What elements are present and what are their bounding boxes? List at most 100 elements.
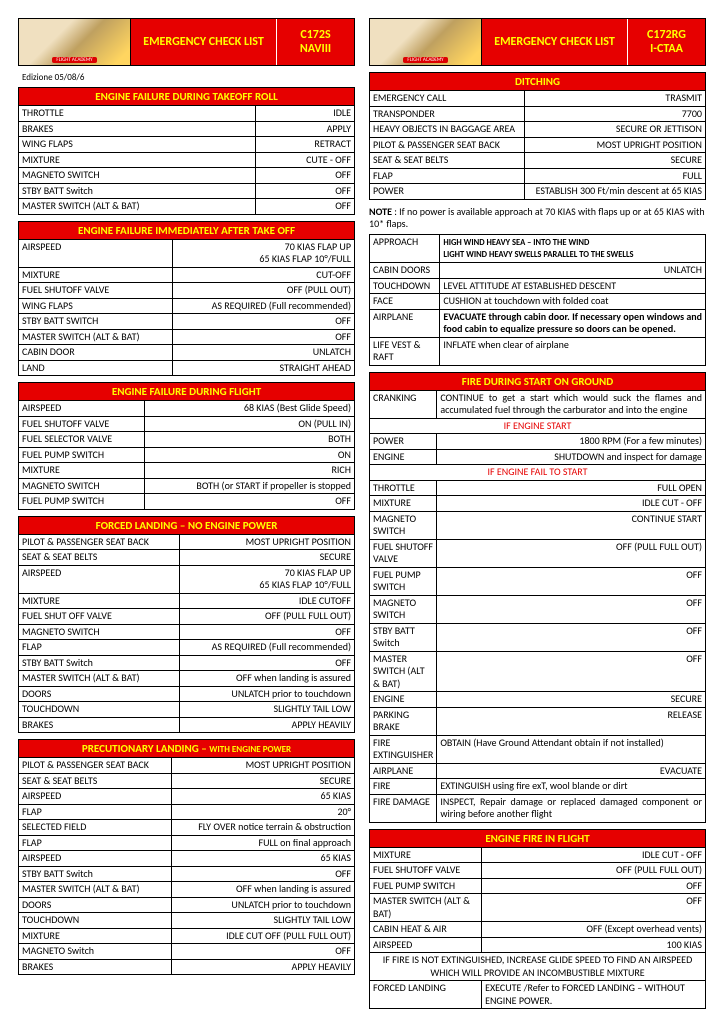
checklist-item-value: SHUTDOWN and inspect for damage (437, 449, 706, 465)
checklist-s5: PILOT & PASSENGER SEAT BACKMOST UPRIGHT … (18, 757, 355, 975)
checklist-item-label: FUEL PUMP SWITCH (19, 494, 145, 510)
checklist-item-label: DOORS (19, 897, 172, 913)
header-title: EMERGENCY CHECK LIST (131, 19, 276, 65)
checklist-s4: PILOT & PASSENGER SEAT BACKMOST UPRIGHT … (18, 534, 355, 734)
checklist-note: IF FIRE IS NOT EXTINGUISHED, INCREASE GL… (370, 953, 706, 981)
checklist-item-value: AS REQUIRED (Full recommended) (179, 640, 354, 656)
checklist-item-label: SELECTED FIELD (19, 820, 172, 836)
checklist-item-label: AIRSPEED (19, 401, 145, 417)
checklist-item-value: FULL OPEN (437, 480, 706, 496)
checklist-item-value: EXECUTE /Refer to FORCED LANDING – WITHO… (482, 981, 706, 1009)
checklist-item-value: MOST UPRIGHT POSITION (179, 534, 354, 550)
checklist-item-value: OFF (179, 624, 354, 640)
checklist-item-value: 20° (172, 804, 355, 820)
checklist-item-label: FUEL SHUTOFF VALVE (370, 863, 482, 879)
header-left: EMERGENCY CHECK LIST C172SNAVIII (18, 18, 355, 66)
checklist-item-value: MOST UPRIGHT POSITION (525, 137, 706, 153)
checklist-item-label: MASTER SWITCH (ALT & BAT) (370, 651, 437, 692)
checklist-item-value: OFF (482, 878, 706, 894)
checklist-item-value: UNLATCH (173, 345, 355, 361)
header-model-r: C172RGI-CTAA (627, 19, 705, 65)
checklist-item-value: 100 KIAS (482, 937, 706, 953)
checklist-item-value: TRASMIT (525, 91, 706, 107)
checklist-item-label: PILOT & PASSENGER SEAT BACK (19, 758, 172, 774)
checklist-item-value: HIGH WIND HEAVY SEA – INTO THE WINDLIGHT… (440, 234, 706, 263)
checklist-item-value: IDLE CUT - OFF (482, 847, 706, 863)
checklist-item-label: FIRE DAMAGE (370, 794, 437, 822)
checklist-item-value: OFF (179, 655, 354, 671)
checklist-item-label: STBY BATT Switch (19, 183, 256, 199)
section-s3-title: ENGINE FAILURE DURING FLIGHT (18, 382, 355, 400)
checklist-item-label: ENGINE (370, 449, 437, 465)
checklist-item-value: INFLATE when clear of airplane (440, 337, 706, 365)
header-right: EMERGENCY CHECK LIST C172RGI-CTAA (369, 18, 706, 66)
checklist-item-value: OFF (PULL OUT) (173, 283, 355, 299)
checklist-item-value: RELEASE (437, 707, 706, 735)
checklist-item-label: MASTER SWITCH (ALT & BAT) (19, 671, 180, 687)
checklist-item-label: MIXTURE (19, 463, 145, 479)
checklist-item-value: CUTE - OFF (256, 152, 355, 168)
checklist-item-value: 1800 RPM (For a few minutes) (437, 434, 706, 450)
checklist-item-value: OFF (PULL FULL OUT) (437, 539, 706, 567)
checklist-item-label: STBY BATT Switch (19, 655, 180, 671)
checklist-item-label: PILOT & PASSENGER SEAT BACK (19, 534, 180, 550)
checklist-item-value: FULL on final approach (172, 835, 355, 851)
checklist-item-value: APPLY (256, 121, 355, 137)
checklist-s1: THROTTLEIDLEBRAKESAPPLYWING FLAPSRETRACT… (18, 105, 355, 215)
checklist-item-label: FUEL PUMP SWITCH (370, 567, 437, 595)
checklist-item-label: MASTER SWITCH (ALT & BAT) (19, 199, 256, 215)
section-s2-title: ENGINE FAILURE IMMEDIATELY AFTER TAKE OF… (18, 221, 355, 239)
checklist-item-value: OFF (145, 494, 355, 510)
checklist-item-label: EMERGENCY CALL (370, 91, 525, 107)
checklist-item-label: AIRSPEED (19, 851, 172, 867)
checklist-item-value: MOST UPRIGHT POSITION (172, 758, 355, 774)
checklist-item-label: HEAVY OBJECTS IN BAGGAGE AREA (370, 122, 525, 138)
checklist-item-value: CUSHION at touchdown with folded coat (440, 294, 706, 310)
checklist-item-label: TOUCHDOWN (19, 913, 172, 929)
checklist-item-value: RETRACT (256, 137, 355, 153)
checklist-item-value: OFF (482, 894, 706, 922)
checklist-fire-ground: CRANKINGCONTINUE to get a start which wo… (369, 390, 706, 823)
checklist-item-label: SEAT & SEAT BELTS (370, 153, 525, 169)
checklist-item-value: 7700 (525, 106, 706, 122)
checklist-s2: AIRSPEED70 KIAS FLAP UP65 KIAS FLAP 10°/… (18, 239, 355, 377)
checklist-item-value: EVACUATE through cabin door. If necessar… (440, 309, 706, 337)
checklist-item-value: CUT-OFF (173, 267, 355, 283)
checklist-item-value: OFF (256, 168, 355, 184)
checklist-item-value: STRAIGHT AHEAD (173, 360, 355, 376)
checklist-item-label: TOUCHDOWN (370, 278, 440, 294)
checklist-item-value: SECURE OR JETTISON (525, 122, 706, 138)
checklist-item-label: FLAP (19, 640, 180, 656)
checklist-item-label: SEAT & SEAT BELTS (19, 550, 180, 566)
checklist-item-label: MIXTURE (370, 496, 437, 512)
checklist-item-label: POWER (370, 184, 525, 200)
checklist-item-value: OFF (PULL FULL OUT) (179, 609, 354, 625)
checklist-item-value: OFF (437, 595, 706, 623)
checklist-item-label: MAGNETO SWITCH (19, 624, 180, 640)
checklist-item-label: STBY BATT Switch (19, 866, 172, 882)
checklist-item-label: FACE (370, 294, 440, 310)
logo-icon (370, 19, 482, 65)
checklist-item-value: OFF (256, 183, 355, 199)
checklist-item-value: OFF (173, 329, 355, 345)
checklist-item-label: BRAKES (19, 959, 172, 975)
checklist-item-value: APPLY HEAVILY (172, 959, 355, 975)
checklist-item-label: MAGNETO Switch (19, 944, 172, 960)
checklist-item-label: FUEL SHUTOFF VALVE (370, 539, 437, 567)
checklist-item-label: FUEL SELECTOR VALVE (19, 432, 145, 448)
checklist-item-value: UNLATCH prior to touchdown (179, 686, 354, 702)
checklist-item-value: UNLATCH (440, 263, 706, 279)
checklist-item-label: AIRPLANE (370, 309, 440, 337)
checklist-item-value: OFF (437, 651, 706, 692)
checklist-item-label: APPROACH (370, 234, 440, 263)
checklist-item-value: BOTH (or START if propeller is stopped (145, 478, 355, 494)
inline-heading: IF ENGINE START (370, 418, 706, 434)
checklist-item-value: 70 KIAS FLAP UP65 KIAS FLAP 10°/FULL (173, 239, 355, 267)
checklist-item-value: BOTH (145, 432, 355, 448)
checklist-item-value: IDLE CUTOFF (179, 593, 354, 609)
checklist-item-value: OBTAIN (Have Ground Attendant obtain if … (437, 735, 706, 763)
checklist-item-label: MIXTURE (19, 152, 256, 168)
checklist-item-label: MASTER SWITCH (ALT & BAT) (370, 894, 482, 922)
checklist-item-value: RICH (145, 463, 355, 479)
ditching-note: NOTE : If no power is available approach… (369, 206, 706, 230)
